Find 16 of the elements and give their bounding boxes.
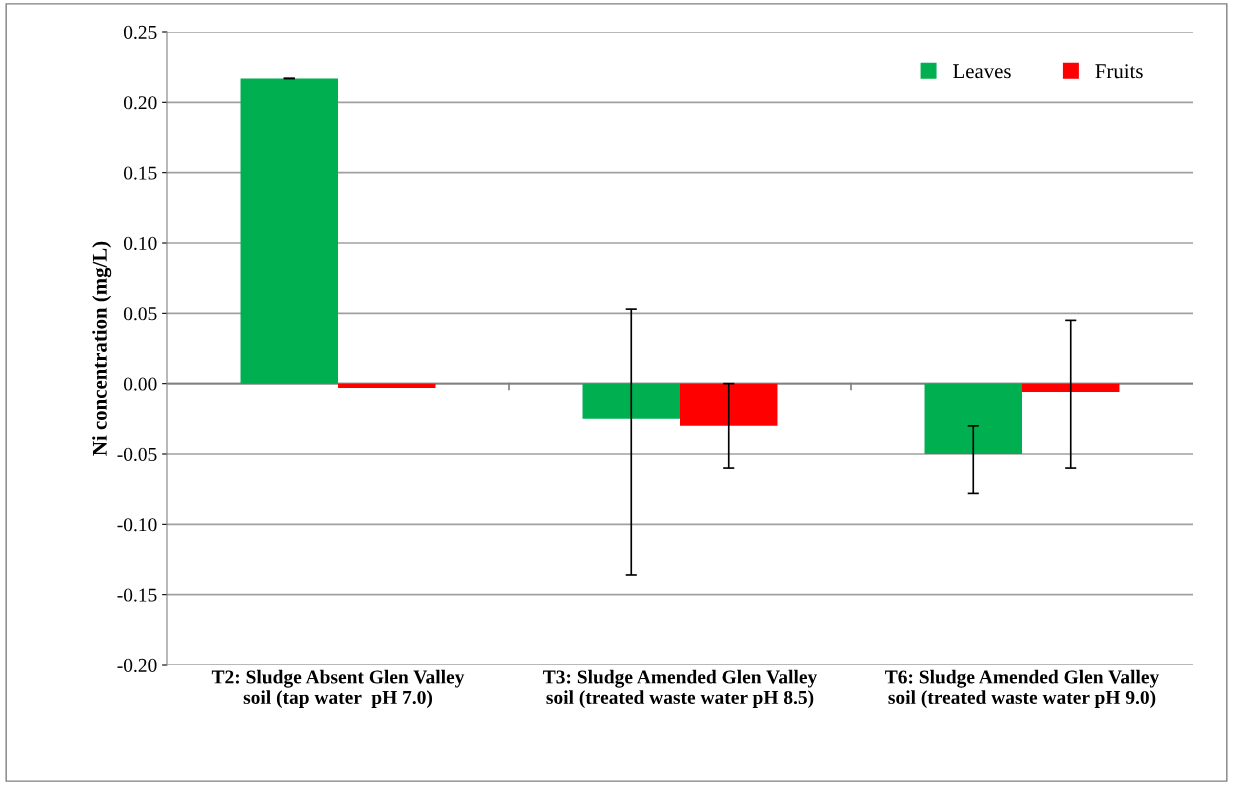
y-tick-label: 0.20 — [123, 96, 157, 110]
y-tick-label: -0.05 — [117, 447, 157, 462]
x-tick-label: T6: Sludge Amended Glen Valley soil (treated waste water pH 9.0) — [885, 669, 1160, 708]
y-tick-label: 0.25 — [123, 25, 157, 40]
y-tick-label: 0.15 — [123, 166, 157, 180]
x-tick-label: T3: Sludge Amended Glen Valley soil (treated waste water pH 8.5) — [543, 669, 818, 708]
y-tick-label: 0.10 — [123, 236, 157, 251]
legend-label: Leaves — [953, 64, 1011, 79]
x-tick-label: T2: Sludge Absent Glen Valley soil (tap water pH 7.0) — [211, 669, 465, 708]
y-tick-label: 0.05 — [123, 307, 157, 321]
y-tick-label: -0.20 — [117, 658, 157, 673]
legend-label: Fruits — [1095, 64, 1143, 79]
y-tick-label: -0.10 — [117, 518, 157, 532]
y-axis-title: Ni concentration (mg/L) — [92, 241, 112, 456]
y-tick-label: -0.15 — [117, 588, 157, 602]
y-tick-label: 0.00 — [123, 377, 157, 391]
